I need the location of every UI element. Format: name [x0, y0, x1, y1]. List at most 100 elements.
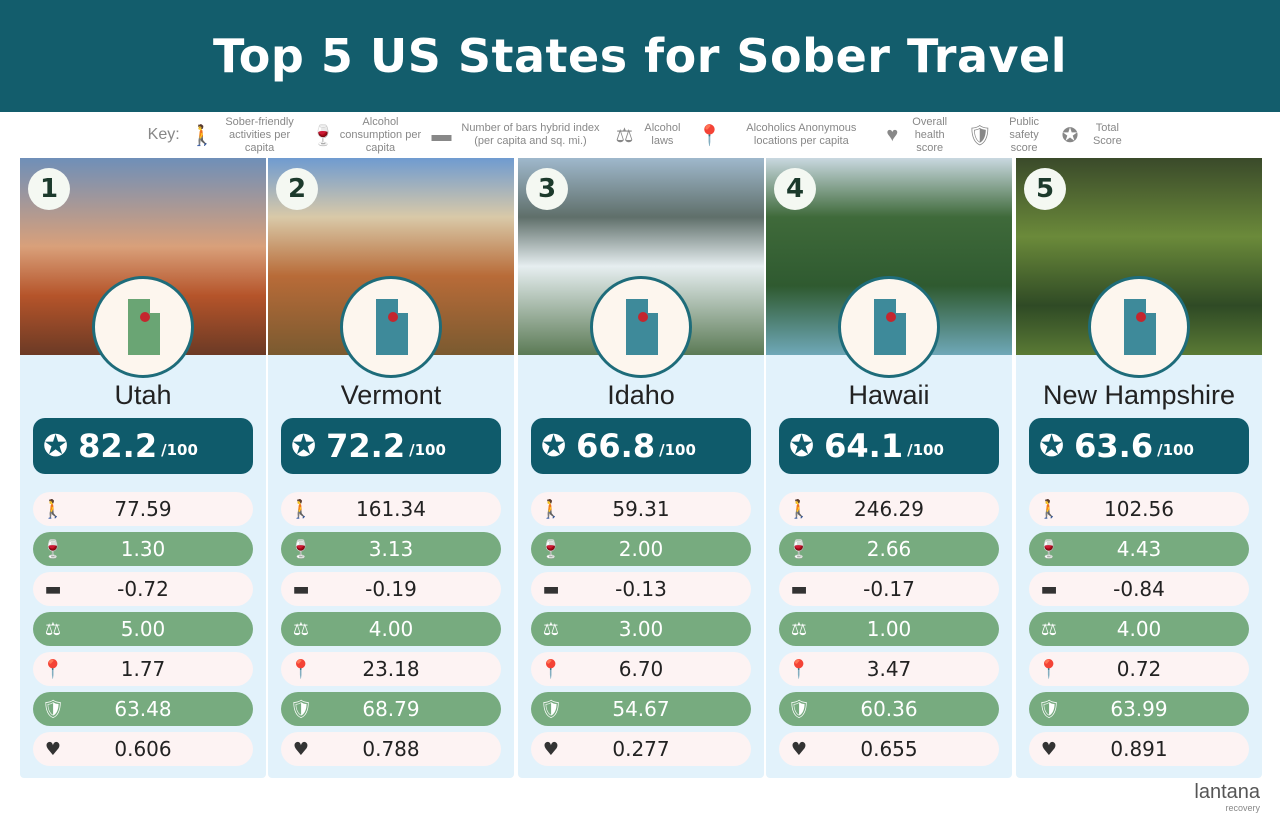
bar-counter-icon: ▬ [292, 578, 310, 600]
key-item-text: Alcoholics Anonymous locations per capit… [746, 122, 857, 147]
metric-value: 60.36 [860, 697, 918, 721]
metric-value: 1.30 [120, 537, 166, 561]
metric-row: ⚖ 5.00 [33, 612, 253, 646]
metric-value: 4.43 [1116, 537, 1162, 561]
metric-value: 3.47 [866, 657, 912, 681]
state-map-icon [590, 276, 692, 378]
gavel-icon: ⚖ [292, 618, 310, 640]
metric-row: 🍷 4.43 [1029, 532, 1249, 566]
total-score-pill: ✪ 64.1/100 [779, 418, 999, 474]
total-score: 63.6 [1074, 427, 1154, 465]
score-max: /100 [161, 441, 198, 459]
metric-row: ♥ 0.655 [779, 732, 999, 766]
metric-value: 0.277 [612, 737, 670, 761]
location-pin-icon: 📍 [289, 658, 313, 680]
gavel-icon: ⚖ [615, 124, 634, 147]
wine-bottle-icon: 🍷 [289, 538, 313, 560]
key-legend: Key: 🚶 Sober-friendly activities per capi… [0, 114, 1280, 156]
key-item-text: Sober-friendly activities per capita [225, 115, 294, 154]
key-label: Key: [147, 126, 180, 143]
metric-value: -0.17 [863, 577, 915, 601]
metric-value: 0.72 [1116, 657, 1162, 681]
metric-row: ♥ 0.606 [33, 732, 253, 766]
key-item: ✪ Total Score [1062, 122, 1133, 148]
lantana-logo: lantana recovery [1194, 781, 1260, 814]
metric-row: 📍 3.47 [779, 652, 999, 686]
location-pin-icon: 📍 [1037, 658, 1061, 680]
metric-value: 77.59 [114, 497, 172, 521]
metric-row: ▬ -0.17 [779, 572, 999, 606]
gavel-icon: ⚖ [790, 618, 808, 640]
hiker-icon: 🚶 [787, 498, 811, 520]
total-score-pill: ✪ 66.8/100 [531, 418, 751, 474]
award-medal-icon: ✪ [291, 428, 317, 464]
metric-row: ⚖ 4.00 [281, 612, 501, 646]
rank-badge: 3 [526, 168, 568, 210]
gavel-icon: ⚖ [542, 618, 560, 640]
score-max: /100 [1157, 441, 1194, 459]
metric-value: -0.19 [365, 577, 417, 601]
metric-row: 🛡 54.67 [531, 692, 751, 726]
metric-value: 68.79 [362, 697, 420, 721]
metric-value: -0.72 [117, 577, 169, 601]
metric-row: ▬ -0.84 [1029, 572, 1249, 606]
location-pin-icon: 📍 [787, 658, 811, 680]
state-name: Vermont [340, 380, 442, 410]
score-max: /100 [907, 441, 944, 459]
shield-check-icon: 🛡 [539, 698, 563, 720]
metric-value: 1.00 [866, 617, 912, 641]
metric-row: 🛡 60.36 [779, 692, 999, 726]
header: Top 5 US States for Sober Travel [0, 0, 1280, 112]
award-medal-icon: ✪ [1039, 428, 1065, 464]
metric-value: 0.788 [362, 737, 420, 761]
metric-row: ♥ 0.277 [531, 732, 751, 766]
key-item-text: Number of bars hybrid index (per capita … [461, 122, 600, 147]
key-item: ♥ Overall health score [886, 116, 957, 155]
hiker-icon: 🚶 [189, 124, 215, 147]
hiker-icon: 🚶 [539, 498, 563, 520]
map-pin-icon [1136, 312, 1146, 322]
metric-row: 🍷 2.66 [779, 532, 999, 566]
metric-value: 5.00 [120, 617, 166, 641]
shield-check-icon: 🛡 [289, 698, 313, 720]
bar-counter-icon: ▬ [1040, 578, 1058, 600]
metric-value: 2.00 [618, 537, 664, 561]
key-item-text: Alcohol consumption per capita [339, 115, 422, 154]
wine-bottle-icon: 🍷 [1037, 538, 1061, 560]
heartbeat-icon: ♥ [44, 738, 62, 760]
metric-row: 🚶 246.29 [779, 492, 999, 526]
gavel-icon: ⚖ [44, 618, 62, 640]
state-map-icon [92, 276, 194, 378]
key-item-text: Alcohol laws [644, 122, 681, 147]
logo-sub: recovery [1225, 803, 1260, 813]
metric-row: 🛡 68.79 [281, 692, 501, 726]
shield-check-icon: 🛡 [787, 698, 811, 720]
metric-row: 🚶 59.31 [531, 492, 751, 526]
metric-row: ▬ -0.72 [33, 572, 253, 606]
wine-bottle-icon: 🍷 [310, 124, 336, 147]
award-medal-icon: ✪ [541, 428, 567, 464]
metric-row: ⚖ 4.00 [1029, 612, 1249, 646]
map-pin-icon [638, 312, 648, 322]
state-card: 1 Utah ✪ 82.2/100 🚶 77.59 🍷 1.30 ▬ -0.72 ⚖ 5.00 📍… [20, 158, 266, 778]
metric-row: ♥ 0.891 [1029, 732, 1249, 766]
metric-value: 3.00 [618, 617, 664, 641]
rank-badge: 4 [774, 168, 816, 210]
page-title: Top 5 US States for Sober Travel [213, 29, 1067, 83]
metric-row: 📍 1.77 [33, 652, 253, 686]
state-name: Utah [114, 380, 172, 410]
metric-row: 🛡 63.48 [33, 692, 253, 726]
metric-value: 0.891 [1110, 737, 1168, 761]
metric-value: 161.34 [356, 497, 426, 521]
metric-row: 📍 0.72 [1029, 652, 1249, 686]
location-pin-icon: 📍 [539, 658, 563, 680]
metric-row: 🛡 63.99 [1029, 692, 1249, 726]
state-card: 2 Vermont ✪ 72.2/100 🚶 161.34 🍷 3.13 ▬ -0.19 ⚖ 4… [268, 158, 514, 778]
metric-value: 2.66 [866, 537, 912, 561]
metric-row: 📍 6.70 [531, 652, 751, 686]
metric-value: 63.99 [1110, 697, 1168, 721]
key-item: 🛡 Public safety score [967, 116, 1051, 155]
key-item-text: Overall health score [912, 115, 948, 154]
metric-row: ♥ 0.788 [281, 732, 501, 766]
location-pin-icon: 📍 [41, 658, 65, 680]
